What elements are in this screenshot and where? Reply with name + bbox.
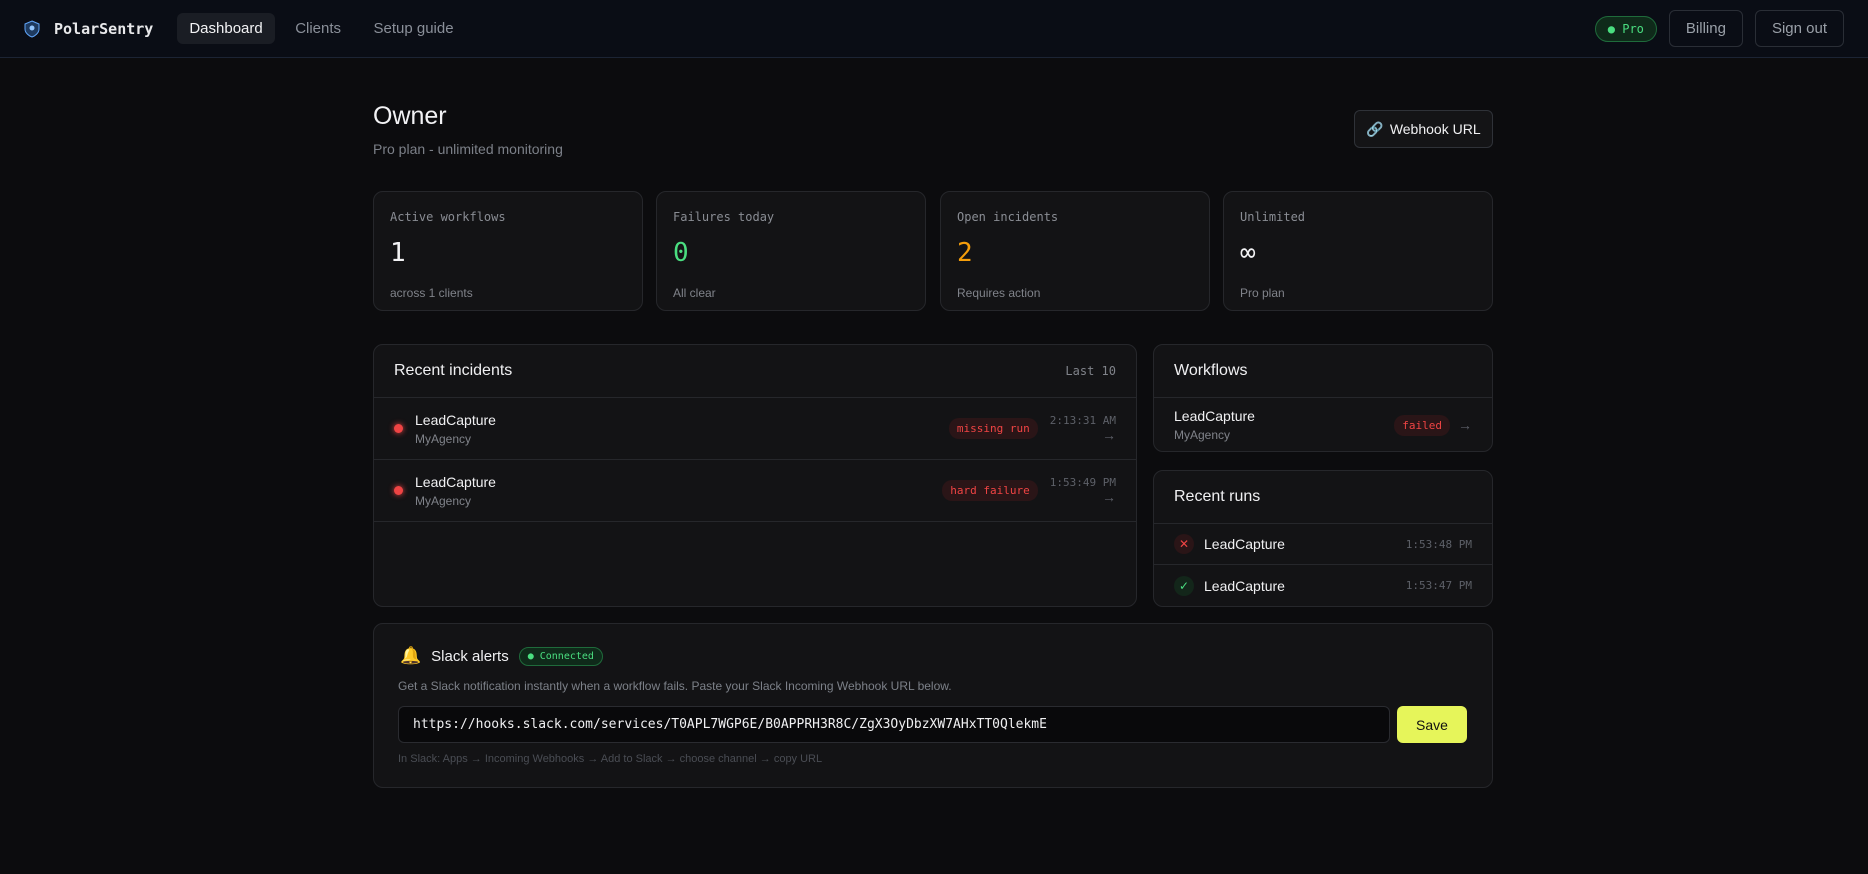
run-time: 1:53:48 PM — [1405, 537, 1472, 551]
incident-row[interactable]: LeadCapture MyAgency hard failure 1:53:49… — [374, 460, 1136, 522]
status-dot-icon — [394, 424, 403, 433]
recent-runs-card: Recent runs ✕ LeadCapture 1:53:48 PM ✓ L… — [1153, 470, 1493, 607]
page-subtitle: Pro plan - unlimited monitoring — [373, 141, 563, 157]
plan-badge: ● Pro — [1594, 15, 1657, 42]
connected-badge: ● Connected — [518, 646, 603, 666]
sign-out-button[interactable]: Sign out — [1754, 10, 1844, 47]
stat-value: 2 — [957, 238, 973, 268]
run-time: 1:53:47 PM — [1405, 579, 1472, 592]
stat-note: All clear — [673, 286, 716, 300]
nav-setup-guide[interactable]: Setup guide — [373, 20, 454, 37]
card-title: Workflows — [1174, 362, 1248, 379]
stat-label: Active workflows — [390, 210, 506, 224]
incident-badge: hard failure — [942, 480, 1038, 501]
stat-label: Unlimited — [1240, 210, 1306, 224]
stat-note: Pro plan — [1240, 286, 1285, 300]
workflow-name: LeadCapture — [1174, 408, 1255, 424]
incident-time: 2:13:31 AM — [1049, 414, 1116, 427]
run-row[interactable]: ✓ LeadCapture 1:53:47 PM — [1154, 565, 1492, 606]
stat-note: across 1 clients — [390, 286, 473, 300]
recent-incidents-card: Recent incidents Last 10 LeadCapture MyAge… — [373, 344, 1137, 607]
workflow-status-badge: failed — [1394, 414, 1450, 436]
stat-value: ∞ — [1240, 238, 1256, 268]
slack-hint: In Slack: Apps → Incoming Webhooks → Add… — [398, 753, 823, 765]
nav-dashboard[interactable]: Dashboard — [177, 13, 275, 44]
slack-description: Get a Slack notification instantly when … — [398, 679, 952, 693]
slack-alerts-card: 🔔 Slack alerts ● Connected Get a Slack n… — [373, 623, 1493, 788]
check-icon: ✓ — [1174, 575, 1194, 596]
workflow-row[interactable]: LeadCapture MyAgency failed → — [1154, 398, 1492, 452]
incident-org: MyAgency — [415, 431, 472, 446]
workflow-org: MyAgency — [1174, 428, 1231, 442]
brand[interactable]: PolarSentry — [24, 20, 153, 38]
main-nav: Dashboard Clients Setup guide — [177, 13, 469, 44]
arrow-right-icon: → — [1102, 427, 1116, 443]
stat-value: 0 — [673, 238, 689, 268]
incident-time: 1:53:49 PM — [1049, 476, 1116, 489]
stat-label: Failures today — [673, 210, 775, 224]
incident-name: LeadCapture — [415, 411, 496, 428]
plan-badge-label: Pro — [1622, 21, 1644, 36]
incident-badge: missing run — [948, 418, 1038, 439]
status-dot-icon — [394, 486, 403, 495]
webhook-url-label: Webhook URL — [1389, 121, 1481, 137]
stat-label: Open incidents — [957, 210, 1059, 224]
billing-button[interactable]: Billing — [1668, 10, 1743, 47]
arrow-right-icon: → — [1102, 489, 1116, 505]
incident-org: MyAgency — [415, 493, 472, 508]
arrow-right-icon: → — [1458, 417, 1472, 433]
x-icon: ✕ — [1174, 534, 1194, 554]
nav-clients[interactable]: Clients — [295, 20, 342, 37]
stat-note: Requires action — [957, 286, 1041, 300]
link-icon: 🔗 — [1366, 120, 1384, 137]
incident-name: LeadCapture — [415, 473, 496, 490]
slack-title: Slack alerts — [431, 647, 509, 665]
bell-icon: 🔔 — [400, 646, 422, 665]
incident-row[interactable]: LeadCapture MyAgency missing run 2:13:31 … — [374, 398, 1136, 460]
run-name: LeadCapture — [1204, 577, 1285, 594]
run-row[interactable]: ✕ LeadCapture 1:53:48 PM — [1154, 524, 1492, 565]
run-name: LeadCapture — [1204, 536, 1285, 552]
stat-failures-today: Failures today 0 All clear — [656, 191, 926, 311]
card-title: Recent incidents — [394, 362, 513, 379]
connected-label: Connected — [539, 650, 594, 662]
slack-webhook-input[interactable]: https://hooks.slack.com/services/T0APL7W… — [398, 706, 1390, 743]
webhook-url-button[interactable]: 🔗 Webhook URL — [1354, 110, 1493, 148]
card-title: Recent runs — [1174, 488, 1261, 505]
shield-logo-icon — [24, 19, 40, 38]
page-title: Owner — [373, 102, 447, 130]
top-nav: PolarSentry Dashboard Clients Setup guid… — [0, 0, 1868, 58]
stat-open-incidents: Open incidents 2 Requires action — [940, 191, 1210, 311]
stat-active-workflows: Active workflows 1 across 1 clients — [373, 191, 643, 311]
stat-unlimited: Unlimited ∞ Pro plan — [1223, 191, 1493, 311]
brand-name: PolarSentry — [54, 19, 154, 38]
workflows-card: Workflows LeadCapture MyAgency failed → — [1153, 344, 1493, 452]
save-button[interactable]: Save — [1397, 706, 1467, 743]
incidents-meta: Last 10 — [1065, 364, 1116, 378]
stat-value: 1 — [390, 238, 406, 268]
